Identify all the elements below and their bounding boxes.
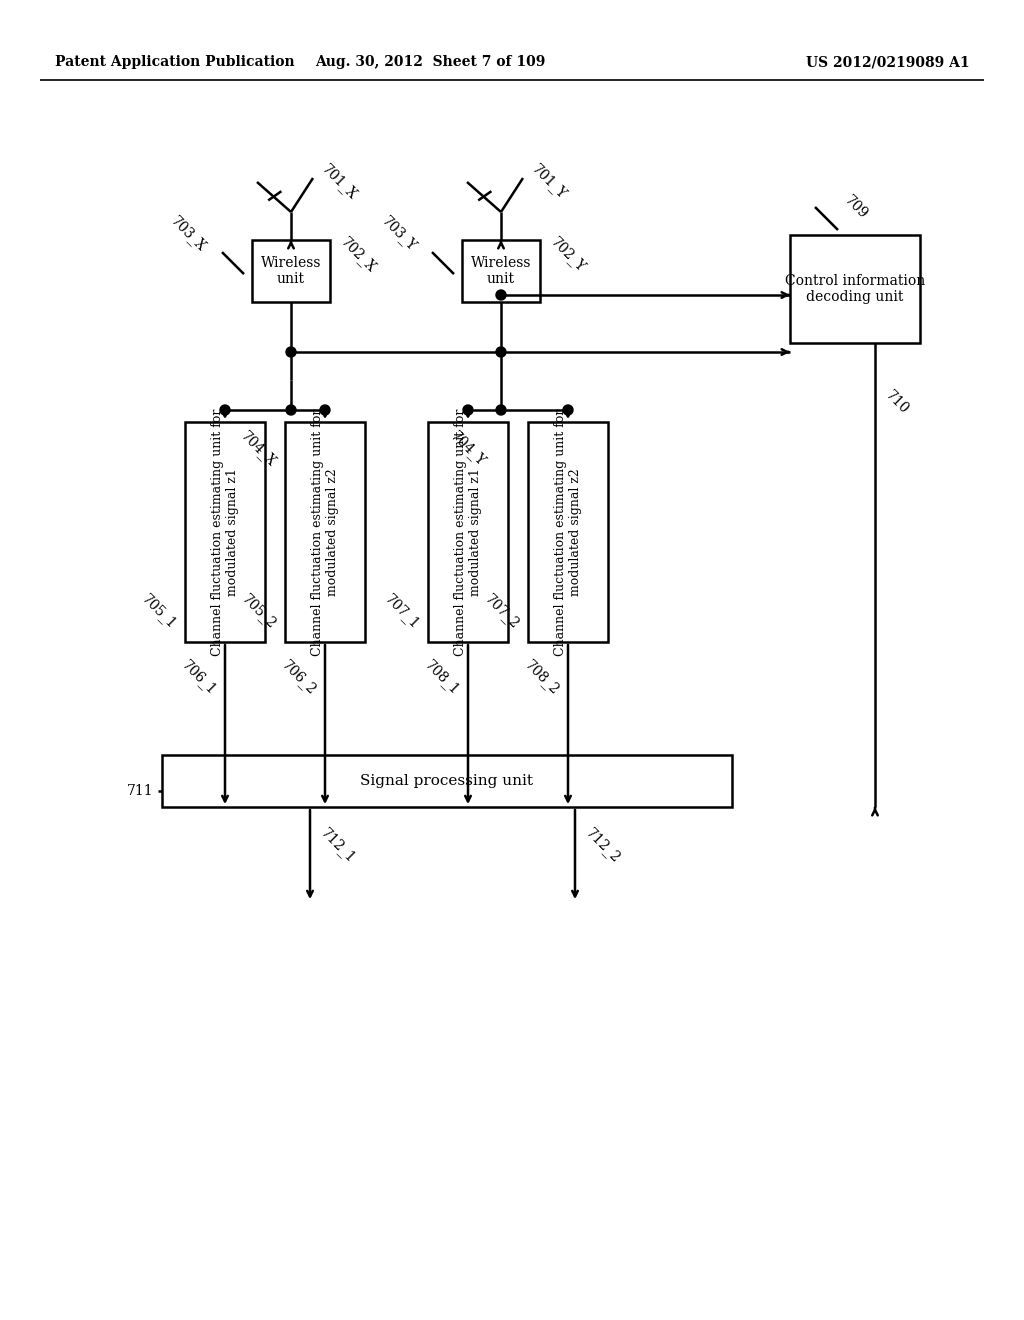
Circle shape [286, 405, 296, 414]
Circle shape [319, 405, 330, 414]
Circle shape [286, 347, 296, 356]
Text: US 2012/0219089 A1: US 2012/0219089 A1 [806, 55, 970, 69]
Text: 706_1: 706_1 [178, 657, 219, 697]
Text: 701_Y: 701_Y [529, 161, 569, 202]
Circle shape [563, 405, 573, 414]
Text: 705_2: 705_2 [239, 591, 279, 632]
Text: 707_1: 707_1 [382, 591, 422, 632]
Bar [528, 422, 608, 642]
Circle shape [463, 405, 473, 414]
Text: 704_Y: 704_Y [449, 428, 489, 469]
Circle shape [496, 290, 506, 300]
Text: 708_1: 708_1 [422, 657, 462, 697]
Text: 702_Y: 702_Y [548, 235, 589, 276]
Text: 703_X: 703_X [168, 214, 209, 255]
Bar [252, 240, 330, 302]
Text: 706_2: 706_2 [279, 657, 319, 697]
Bar [428, 422, 508, 642]
Bar [162, 755, 732, 807]
Text: 711: 711 [127, 784, 154, 799]
Text: Patent Application Publication: Patent Application Publication [55, 55, 295, 69]
Text: 707_2: 707_2 [481, 591, 522, 632]
Text: Channel fluctuation estimating unit for
modulated signal z2: Channel fluctuation estimating unit for … [554, 408, 582, 656]
Bar [462, 240, 540, 302]
Text: 702_X: 702_X [338, 235, 379, 276]
Text: 712_2: 712_2 [583, 825, 624, 866]
Text: Channel fluctuation estimating unit for
modulated signal z2: Channel fluctuation estimating unit for … [311, 408, 339, 656]
Text: 712_1: 712_1 [318, 825, 358, 866]
Text: 708_2: 708_2 [521, 657, 562, 697]
Text: Aug. 30, 2012  Sheet 7 of 109: Aug. 30, 2012 Sheet 7 of 109 [314, 55, 545, 69]
Text: Wireless
unit: Wireless unit [261, 256, 322, 286]
Text: 710: 710 [883, 388, 911, 417]
Text: 704_X: 704_X [238, 428, 279, 469]
Text: Channel fluctuation estimating unit for
modulated signal z1: Channel fluctuation estimating unit for … [211, 408, 239, 656]
Bar [790, 235, 920, 343]
Text: 703_Y: 703_Y [379, 214, 419, 255]
Bar [285, 422, 365, 642]
Circle shape [220, 405, 230, 414]
Text: 701_X: 701_X [319, 161, 360, 202]
Circle shape [496, 347, 506, 356]
Bar [185, 422, 265, 642]
Circle shape [496, 405, 506, 414]
Text: Control information
decoding unit: Control information decoding unit [784, 275, 925, 304]
Text: 705_1: 705_1 [138, 591, 179, 632]
Text: Wireless
unit: Wireless unit [471, 256, 531, 286]
Text: Signal processing unit: Signal processing unit [360, 774, 534, 788]
Text: 709: 709 [842, 193, 870, 222]
Text: Channel fluctuation estimating unit for
modulated signal z1: Channel fluctuation estimating unit for … [454, 408, 482, 656]
